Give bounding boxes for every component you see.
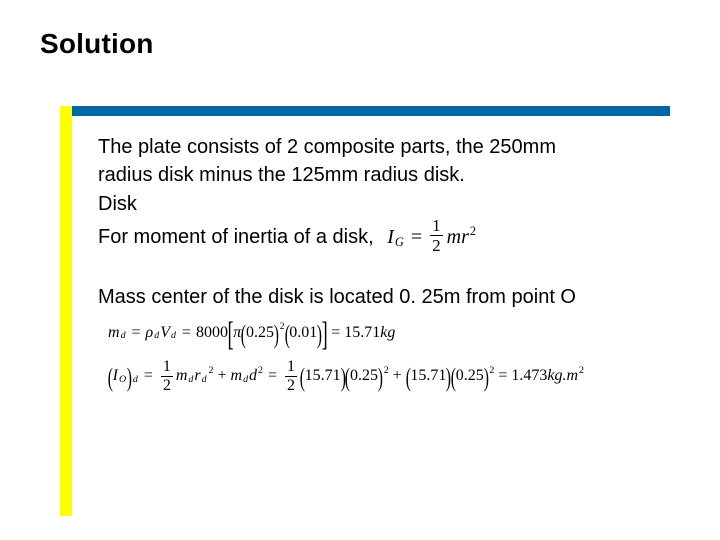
eq-plus: + [393,368,402,384]
eq-denominator: 2 [285,376,297,394]
equation-row: md = ρd Vd = 8000 [ π (0.25)2 (0.01) ] =… [108,325,668,341]
eq-equals: = [268,368,277,384]
eq-symbol: m [108,325,120,341]
eq-superscript: 2 [258,366,263,376]
eq-equals: = [144,368,153,384]
eq-denominator: 2 [430,235,443,254]
eq-denominator: 2 [161,376,173,394]
eq-symbol: r [461,224,469,250]
yellow-strip [60,106,72,516]
eq-equals: = [331,325,340,341]
eq-fraction: 1 2 [161,359,173,394]
eq-number: 0.25 [350,368,378,384]
equation-block: md = ρd Vd = 8000 [ π (0.25)2 (0.01) ] =… [108,325,668,394]
paragraph-line: Mass center of the disk is located 0. 25… [98,284,668,310]
eq-subscript: G [395,234,404,250]
eq-symbol: r [194,368,200,384]
eq-numerator: 1 [285,359,297,376]
equation-inline: IG = 1 2 mr2 [387,219,476,256]
eq-symbol: d [249,368,257,384]
eq-fraction: 1 2 [430,217,443,254]
paragraph-line: radius disk minus the 125mm radius disk. [98,162,668,188]
eq-numerator: 1 [430,217,443,235]
eq-superscript: 2 [470,223,476,239]
paragraph-text: For moment of inertia of a disk, [98,226,374,248]
eq-subscript: d [154,331,159,341]
eq-symbol: m [231,368,243,384]
eq-number: 15.71 [410,368,446,384]
eq-subscript: d [133,375,138,385]
eq-numerator: 1 [161,359,173,376]
eq-number: 8000 [196,325,228,341]
eq-superscript: 2 [209,366,214,376]
paragraph-line: For moment of inertia of a disk, IG = 1 … [98,219,668,256]
eq-subscript: d [188,375,193,385]
eq-unit: kg [380,325,395,341]
eq-superscript: 2 [384,366,389,376]
eq-number: 0.25 [456,368,484,384]
eq-subscript: d [243,375,248,385]
title-block: Solution [0,0,720,70]
eq-symbol: V [160,325,170,341]
eq-equals: = [498,368,507,384]
eq-fraction: 1 2 [285,359,297,394]
eq-number: 0.25 [246,325,274,341]
paragraph-line: Disk [98,191,668,217]
eq-number: 15.71 [344,325,380,341]
eq-subscript: d [202,375,207,385]
eq-number: 1.473 [511,368,547,384]
page-title: Solution [40,28,720,60]
eq-symbol: I [113,368,118,384]
eq-subscript: d [171,331,176,341]
eq-equals: = [182,325,191,341]
eq-symbol: ρ [146,325,154,341]
body-text: The plate consists of 2 composite parts,… [98,134,668,412]
eq-number: 15.71 [305,368,341,384]
eq-superscript: 2 [579,366,584,376]
accent-bar [70,106,670,116]
eq-superscript: 2 [489,366,494,376]
slide: Solution The plate consists of 2 composi… [0,0,720,540]
eq-unit: kg.m [547,368,578,384]
eq-subscript: d [121,331,126,341]
eq-symbol: m [176,368,188,384]
eq-equals: = [411,224,422,250]
eq-symbol: I [387,224,394,250]
eq-equals: = [132,325,141,341]
eq-symbol: m [447,224,461,250]
eq-subscript: O [119,375,126,385]
eq-plus: + [217,368,226,384]
equation-row: (IO)d = 1 2 md rd2 + md d2 = 1 2 (15.71)… [108,359,668,394]
paragraph-line: The plate consists of 2 composite parts,… [98,134,668,160]
eq-number: 0.01 [289,325,317,341]
